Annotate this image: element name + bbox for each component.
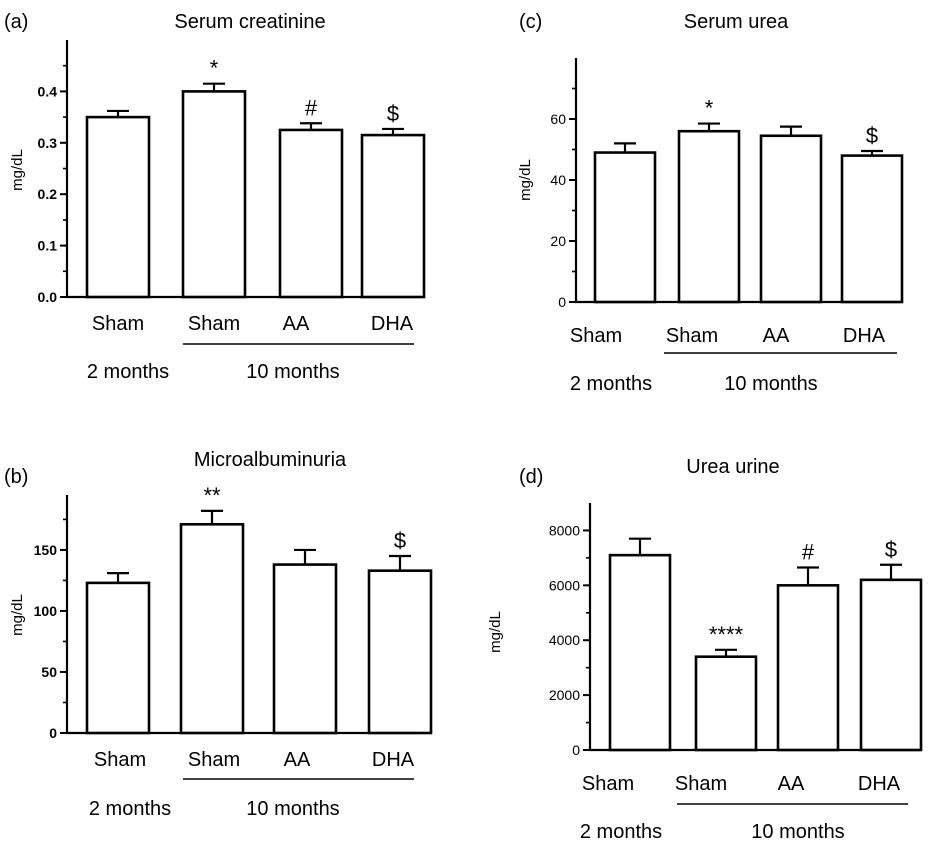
y-tick-label: 0 bbox=[558, 294, 566, 310]
chart-panel-a: (a) Serum creatinine mg/dL 0.0 0.1 0.2 0.3 0.4 S… bbox=[4, 11, 426, 383]
y-tick-label: 0.2 bbox=[38, 186, 58, 202]
bar bbox=[608, 553, 672, 752]
group-label: 2 months bbox=[87, 361, 169, 383]
y-tick-label: 20 bbox=[550, 233, 566, 249]
category-label: Sham bbox=[92, 313, 144, 335]
chart-panel-d: (d) Urea urine mg/dL 0 2000 4000 6000 8000 Sham *… bbox=[487, 456, 923, 843]
significance-marker: $ bbox=[387, 101, 399, 126]
category-label: Sham bbox=[675, 773, 727, 795]
y-tick-label: 4000 bbox=[549, 632, 580, 648]
y-tick-label: 40 bbox=[550, 172, 566, 188]
bar bbox=[181, 90, 247, 299]
bar bbox=[593, 151, 657, 304]
chart-title: Serum creatinine bbox=[174, 11, 325, 33]
group-label: 10 months bbox=[246, 798, 339, 820]
group-label: 10 months bbox=[246, 361, 339, 383]
category-label: Sham bbox=[188, 313, 240, 335]
bar bbox=[677, 129, 741, 304]
category-label: AA bbox=[284, 749, 311, 771]
significance-marker: * bbox=[210, 56, 219, 81]
panel-letter: (c) bbox=[519, 11, 542, 33]
significance-marker: # bbox=[802, 539, 815, 564]
bar bbox=[278, 128, 344, 299]
y-tick-label: 8000 bbox=[549, 522, 580, 538]
panel-letter: (a) bbox=[4, 11, 28, 33]
y-tick-label: 0 bbox=[49, 725, 57, 741]
y-axis-label: mg/dL bbox=[9, 594, 26, 636]
y-tick-label: 0.0 bbox=[38, 289, 58, 305]
chart-title: Serum urea bbox=[684, 11, 789, 33]
y-tick-label: 0.1 bbox=[38, 238, 58, 254]
category-label: DHA bbox=[858, 773, 901, 795]
significance-marker: # bbox=[305, 95, 318, 120]
category-label: DHA bbox=[372, 749, 415, 771]
y-tick-label: 150 bbox=[34, 542, 58, 558]
y-tick-label: 0 bbox=[572, 742, 580, 758]
bar bbox=[85, 581, 151, 735]
y-tick-label: 60 bbox=[550, 111, 566, 127]
significance-marker: **** bbox=[709, 622, 744, 647]
category-label: AA bbox=[283, 313, 310, 335]
panel-letter: (b) bbox=[4, 466, 28, 488]
bar bbox=[272, 563, 338, 735]
group-label: 2 months bbox=[580, 821, 662, 843]
panel-letter: (d) bbox=[519, 466, 543, 488]
category-label: Sham bbox=[582, 773, 634, 795]
y-tick-label: 100 bbox=[34, 603, 58, 619]
category-label: Sham bbox=[188, 749, 240, 771]
group-label: 2 months bbox=[89, 798, 171, 820]
y-tick-label: 2000 bbox=[549, 687, 580, 703]
category-label: DHA bbox=[371, 313, 414, 335]
y-axis-label: mg/dL bbox=[487, 611, 504, 653]
category-label: Sham bbox=[94, 749, 146, 771]
bar bbox=[360, 133, 426, 299]
group-label: 2 months bbox=[570, 373, 652, 395]
category-label: DHA bbox=[843, 325, 886, 347]
group-label: 10 months bbox=[751, 821, 844, 843]
bar bbox=[694, 655, 758, 752]
significance-marker: $ bbox=[394, 528, 406, 553]
category-label: Sham bbox=[666, 325, 718, 347]
y-axis-label: mg/dL bbox=[517, 159, 534, 201]
y-axis-label: mg/dL bbox=[9, 149, 26, 191]
bar bbox=[179, 522, 245, 735]
y-tick-label: 50 bbox=[41, 664, 57, 680]
significance-marker: $ bbox=[885, 537, 897, 562]
category-label: Sham bbox=[570, 325, 622, 347]
group-label: 10 months bbox=[724, 373, 817, 395]
category-label: AA bbox=[763, 325, 790, 347]
bar bbox=[367, 569, 433, 735]
significance-marker: ** bbox=[203, 483, 221, 508]
y-tick-label: 0.3 bbox=[38, 135, 58, 151]
significance-marker: $ bbox=[866, 123, 878, 148]
bar bbox=[859, 578, 923, 752]
bar bbox=[85, 115, 151, 299]
category-label: AA bbox=[778, 773, 805, 795]
chart-title: Urea urine bbox=[686, 456, 779, 478]
bar bbox=[840, 154, 904, 304]
y-tick-label: 0.4 bbox=[38, 83, 58, 99]
bar bbox=[759, 134, 823, 304]
chart-panel-c: (c) Serum urea mg/dL 0 20 40 60 Sham * Sham AA $ DHA… bbox=[517, 11, 904, 395]
chart-title: Microalbuminuria bbox=[194, 449, 347, 471]
significance-marker: * bbox=[705, 96, 714, 121]
bar bbox=[776, 584, 840, 752]
chart-panel-b: (b) Microalbuminuria mg/dL 0 50 100 150 Sham ** S… bbox=[4, 449, 433, 820]
y-tick-label: 6000 bbox=[549, 577, 580, 593]
